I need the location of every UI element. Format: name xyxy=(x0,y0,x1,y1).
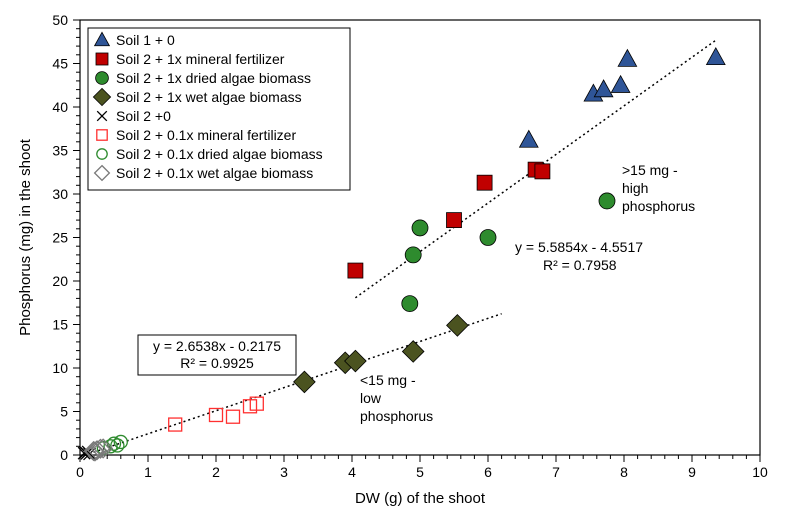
equation-high-line1: y = 5.5854x - 4.5517 xyxy=(515,239,643,255)
x-tick-label: 3 xyxy=(280,464,288,480)
annotation-high-1: >15 mg - xyxy=(622,162,678,178)
chart-svg: 01234567891005101520253035404550DW (g) o… xyxy=(0,0,793,522)
equation-low-line1: y = 2.6538x - 0.2175 xyxy=(153,338,281,354)
y-tick-label: 25 xyxy=(52,230,68,246)
scatter-chart: 01234567891005101520253035404550DW (g) o… xyxy=(0,0,793,522)
marker-S2_1x_min xyxy=(447,213,462,228)
y-tick-label: 20 xyxy=(52,273,68,289)
x-tick-label: 7 xyxy=(552,464,560,480)
legend-label: Soil 2 + 0.1x mineral fertilizer xyxy=(116,127,296,143)
marker-S2_1x_wet xyxy=(447,315,469,337)
marker-S2_1x_dry xyxy=(412,220,428,236)
x-tick-label: 4 xyxy=(348,464,356,480)
marker-S1_0 xyxy=(707,48,726,65)
y-tick-label: 0 xyxy=(60,447,68,463)
annotation-low-3: phosphorus xyxy=(360,408,433,424)
y-tick-label: 10 xyxy=(52,360,68,376)
marker-S2_1x_min xyxy=(535,164,550,179)
legend-label: Soil 2 + 0.1x dried algae biomass xyxy=(116,146,323,162)
marker-S2_1x_min xyxy=(348,263,363,278)
x-tick-label: 0 xyxy=(76,464,84,480)
marker-S2_1x_min xyxy=(96,53,108,65)
x-tick-label: 9 xyxy=(688,464,696,480)
equation-low-line2: R² = 0.9925 xyxy=(180,355,254,371)
x-tick-label: 1 xyxy=(144,464,152,480)
marker-S2_1x_dry xyxy=(599,193,615,209)
x-tick-label: 6 xyxy=(484,464,492,480)
y-tick-label: 30 xyxy=(52,186,68,202)
x-tick-label: 2 xyxy=(212,464,220,480)
x-tick-label: 10 xyxy=(752,464,768,480)
x-tick-label: 5 xyxy=(416,464,424,480)
y-tick-label: 40 xyxy=(52,99,68,115)
marker-S1_0 xyxy=(594,80,613,97)
y-axis-label: Phosphorus (mg) in the shoot xyxy=(17,138,34,336)
marker-S2_1x_wet xyxy=(402,341,424,363)
legend-label: Soil 2 + 1x wet algae biomass xyxy=(116,89,302,105)
annotation-low-1: <15 mg - xyxy=(360,372,416,388)
marker-S2_1x_dry xyxy=(402,296,418,312)
annotation-high-2: high xyxy=(622,180,648,196)
legend-label: Soil 2 +0 xyxy=(116,108,171,124)
y-tick-label: 45 xyxy=(52,56,68,72)
legend-label: Soil 2 + 1x mineral fertilizer xyxy=(116,51,285,67)
marker-S2_01x_min xyxy=(227,410,240,423)
legend-label: Soil 1 + 0 xyxy=(116,32,175,48)
annotation-low-2: low xyxy=(360,390,382,406)
marker-S1_0 xyxy=(618,50,637,67)
x-axis-label: DW (g) of the shoot xyxy=(355,490,486,507)
legend-label: Soil 2 + 1x dried algae biomass xyxy=(116,70,311,86)
marker-S2_1x_min xyxy=(477,175,492,190)
marker-S2_1x_wet xyxy=(294,371,316,393)
marker-S2_1x_dry xyxy=(405,247,421,263)
y-tick-label: 5 xyxy=(60,404,68,420)
marker-S2_01x_min xyxy=(210,408,223,421)
marker-S2_1x_dry xyxy=(480,230,496,246)
y-tick-label: 50 xyxy=(52,12,68,28)
marker-S2_1x_dry xyxy=(96,72,109,85)
y-tick-label: 35 xyxy=(52,143,68,159)
equation-high-line2: R² = 0.7958 xyxy=(543,257,617,273)
marker-S1_0 xyxy=(520,130,539,147)
x-tick-label: 8 xyxy=(620,464,628,480)
legend-label: Soil 2 + 0.1x wet algae biomass xyxy=(116,165,313,181)
annotation-high-3: phosphorus xyxy=(622,198,695,214)
y-tick-label: 15 xyxy=(52,317,68,333)
marker-S1_0 xyxy=(611,76,630,93)
